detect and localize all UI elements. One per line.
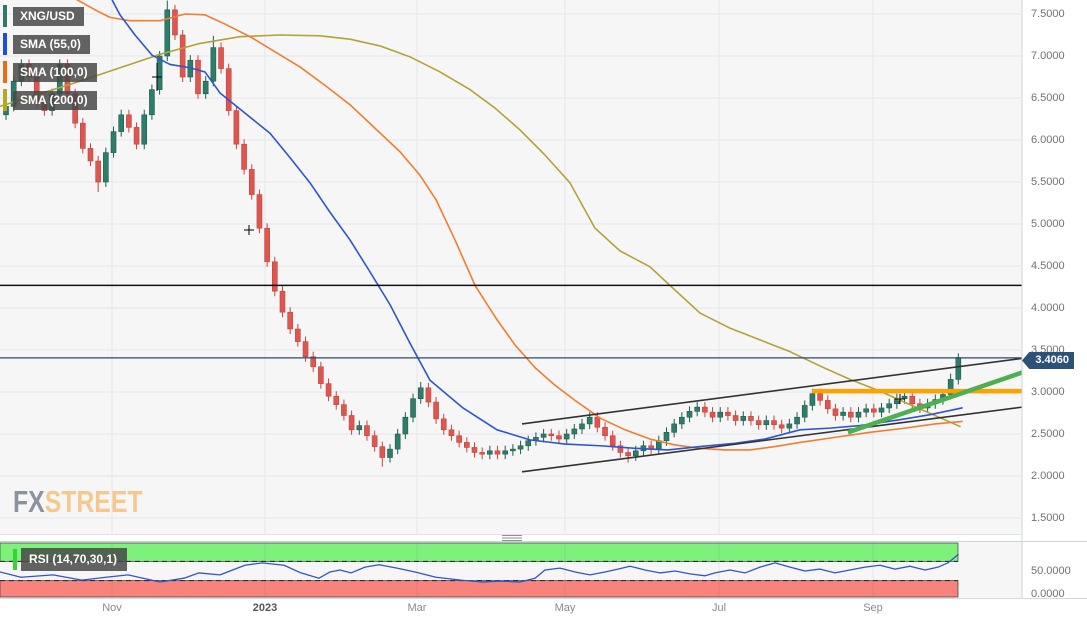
price-tick-label: 1.5000 [1031,512,1065,524]
sma200-label: SMA (200,0) [13,91,97,110]
price-panel-background [0,0,1022,534]
panel-resize-handle[interactable] [502,535,522,541]
price-panel [0,0,1022,473]
gridlines [0,0,1022,534]
sma55-color-bar [3,33,7,55]
time-tick-label: Jul [711,602,727,614]
symbol-color-bar [3,5,7,27]
symbol-label: XNG/USD [13,7,84,26]
rsi-tick-50: 50.0000 [1031,565,1071,577]
sma100-color-bar [3,61,7,83]
time-tick-label: Mar [407,602,427,614]
price-tick-label: 3.0000 [1031,386,1065,398]
price-tick-label: 2.0000 [1031,470,1065,482]
rsi-label-text: RSI (14,70,30,1) [21,548,128,571]
sma55-label: SMA (55,0) [13,35,90,54]
price-tick-label: 7.0000 [1031,50,1065,62]
time-tick-label: Sep [863,602,883,614]
price-tick-label: 4.5000 [1031,260,1065,272]
time-tick-label: Nov [102,602,122,614]
panel-borders [0,0,1087,599]
sma200-color-bar [3,89,7,111]
time-tick-label: 2023 [252,602,278,614]
sma100-label: SMA (100,0) [13,63,97,82]
rsi-color-bar [13,549,17,570]
price-tick-label: 2.5000 [1031,428,1065,440]
fxstreet-watermark: FXSTREET [13,484,143,520]
time-tick-label: May [554,602,576,614]
rsi-tick-0: 0.0000 [1031,588,1065,600]
rsi-panel [0,542,959,598]
price-tick-label: 6.5000 [1031,92,1065,104]
watermark-fx: FX [13,484,45,519]
price-tick-label: 7.5000 [1031,8,1065,20]
price-tick-label: 5.5000 [1031,176,1065,188]
watermark-street: STREET [44,484,143,519]
price-tick-label: 5.0000 [1031,218,1065,230]
price-tick-label: 4.0000 [1031,302,1065,314]
price-tick-label: 6.0000 [1031,134,1065,146]
last-price-badge: 3.4060 [1022,352,1074,369]
candles [3,0,962,467]
